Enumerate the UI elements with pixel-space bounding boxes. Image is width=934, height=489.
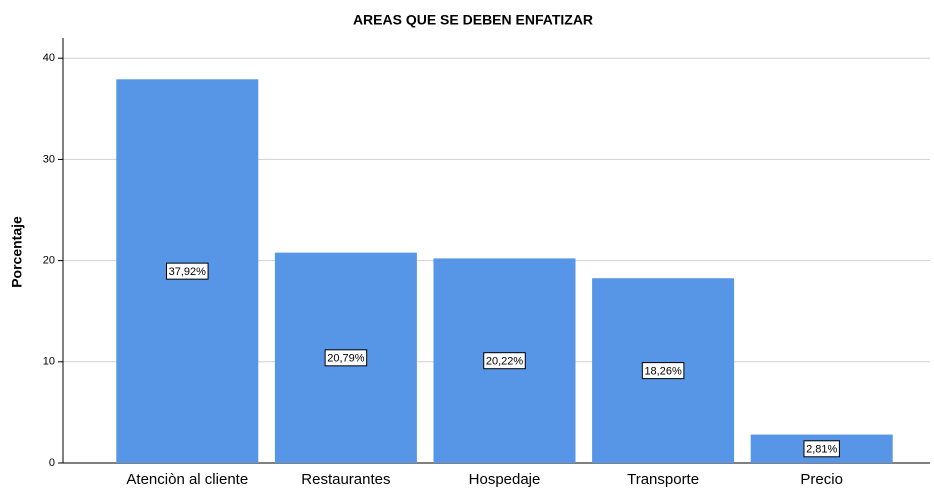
data-label-box [641,362,685,380]
x-tick-label: Transporte [627,471,699,488]
data-label: 20,79% [327,353,365,365]
y-tick-label: 40 [43,52,55,64]
data-label: 18,26% [644,366,682,378]
y-tick-label: 10 [43,356,55,368]
data-label: 20,22% [486,356,524,368]
y-axis-label: Porcentaje [9,216,25,288]
x-tick-label: Hospedaje [469,471,541,488]
y-tick-label: 30 [43,153,55,165]
data-label-box [166,262,209,280]
data-label-box [324,349,368,367]
data-label: 37,92% [169,266,207,278]
x-tick-label: Atenciòn al cliente [126,471,248,488]
y-tick-label: 20 [43,255,55,267]
x-tick-label: Restaurantes [301,471,390,488]
y-tick-label: 0 [49,457,55,469]
data-label-box [483,352,526,370]
data-label: 2,81% [806,444,837,456]
chart-title: AREAS QUE SE DEBEN ENFATIZAR [353,12,593,28]
data-label-box [803,440,840,458]
x-tick-label: Precio [800,471,843,488]
